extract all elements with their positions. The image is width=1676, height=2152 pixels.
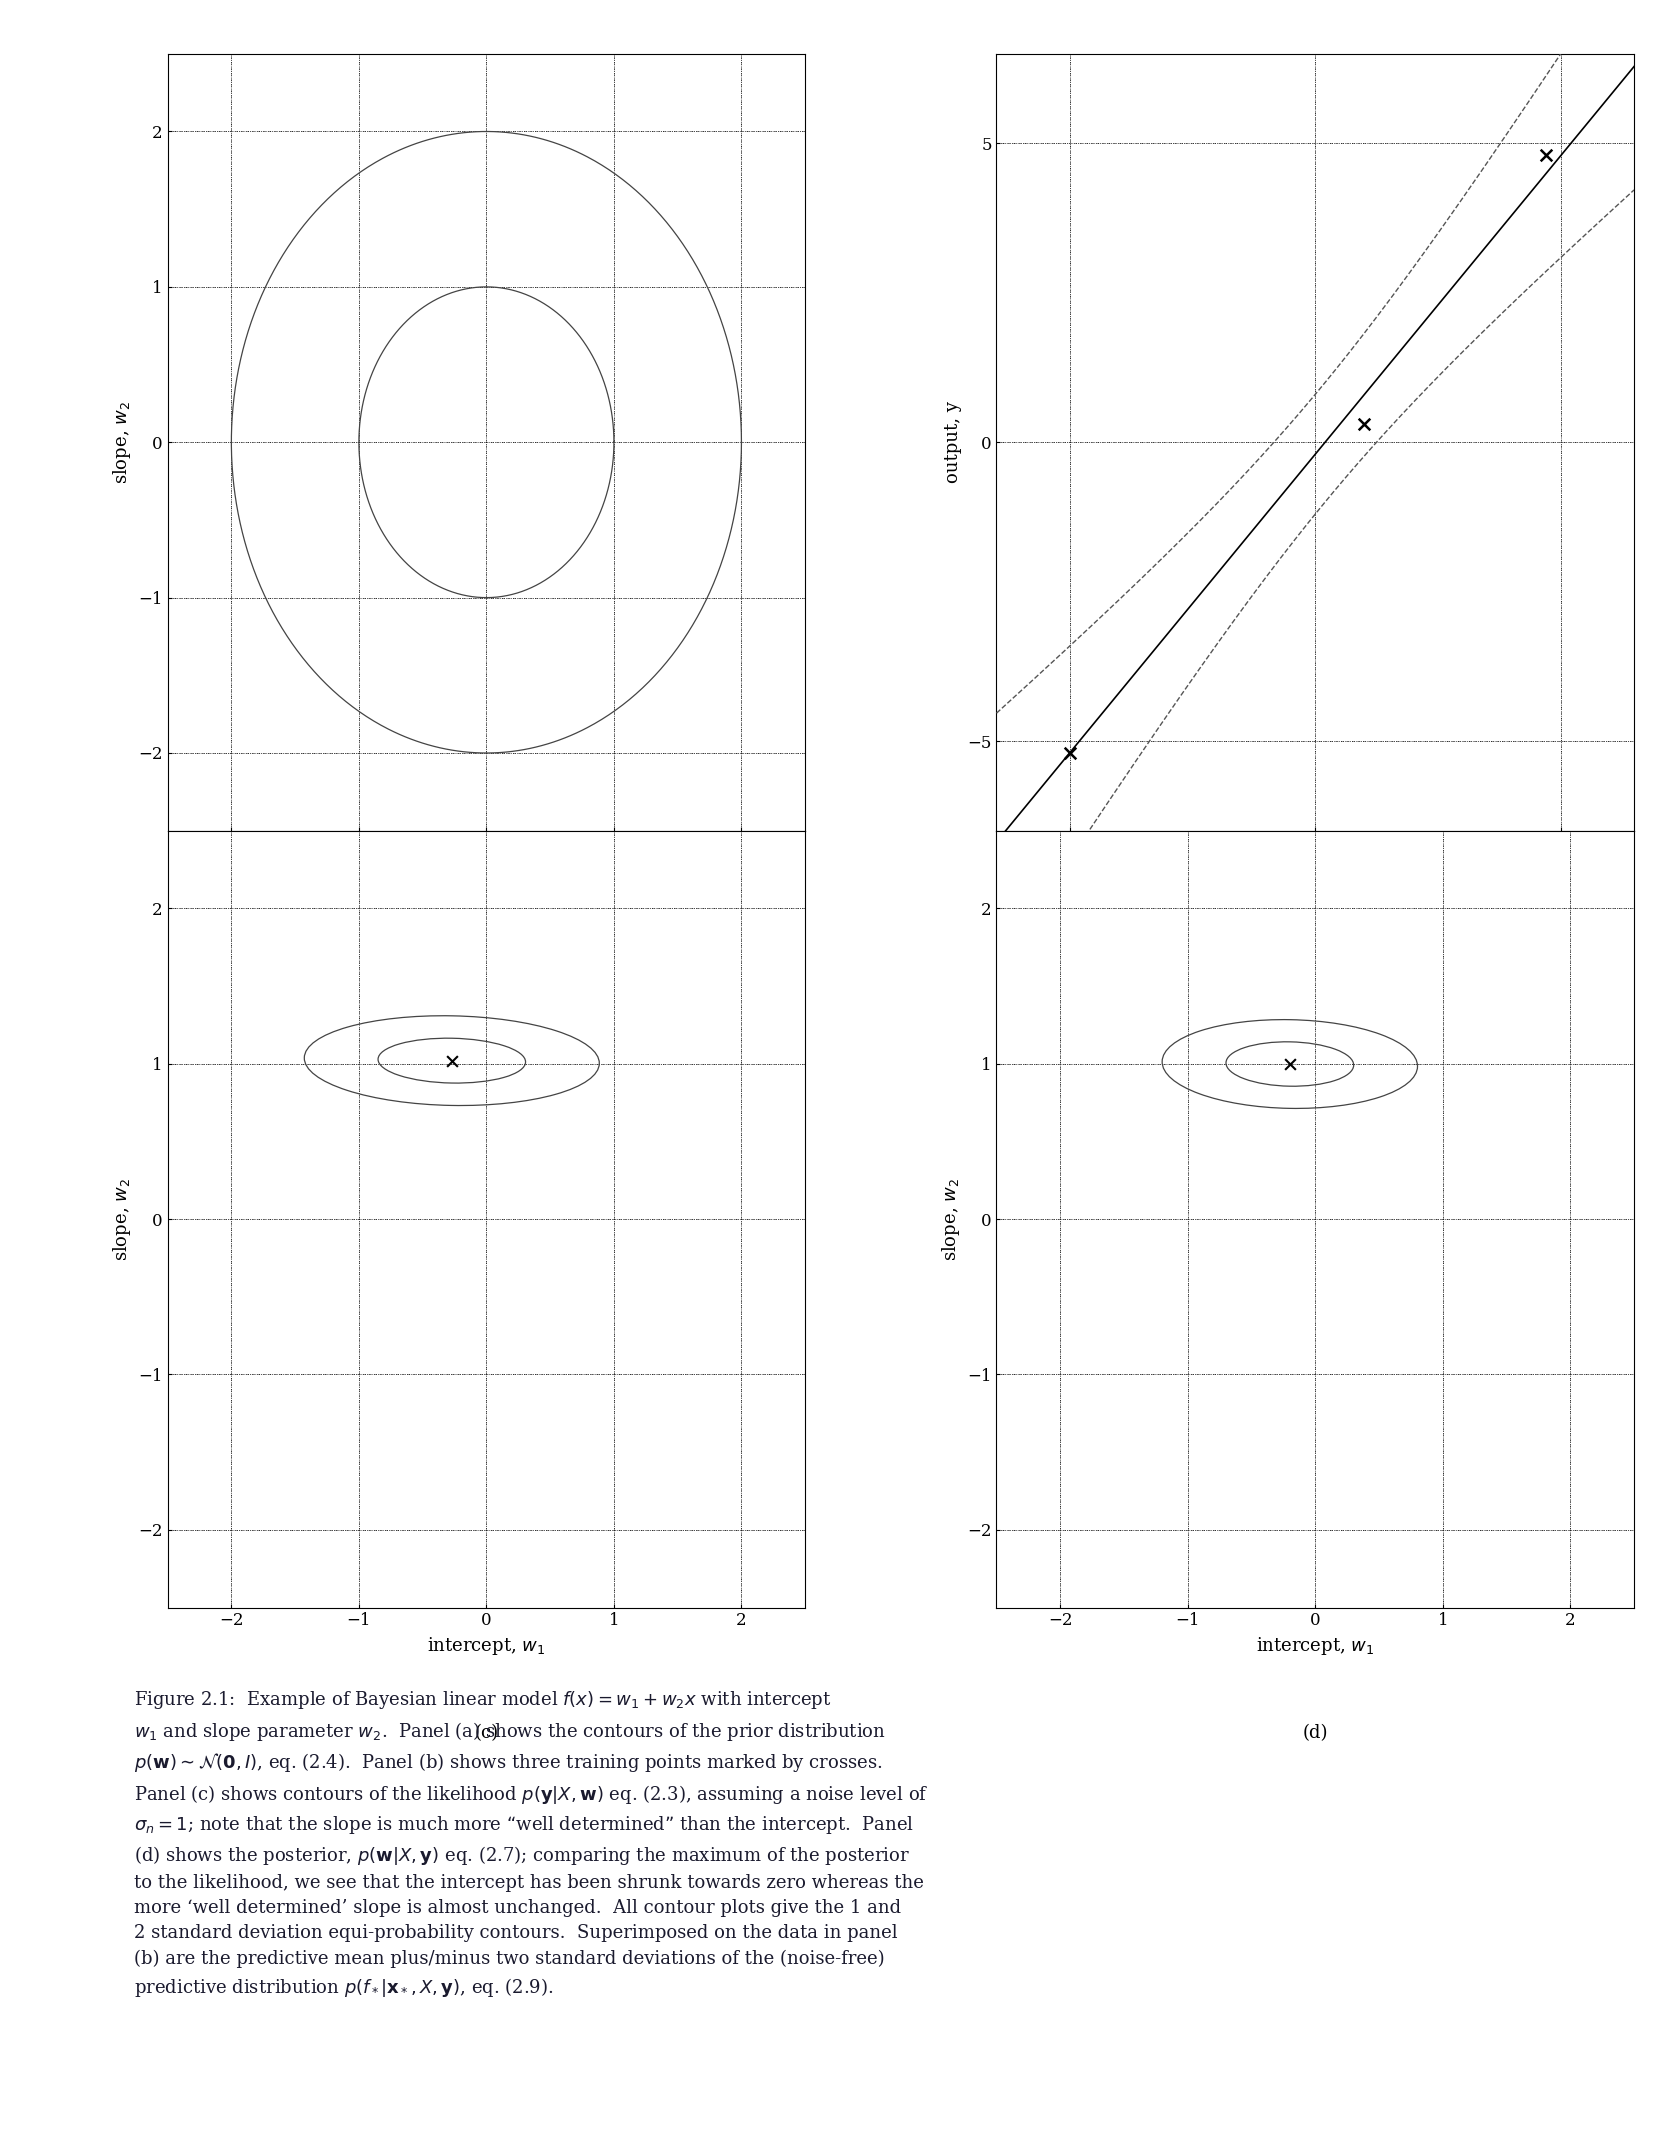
Text: (b): (b) <box>1302 971 1327 988</box>
Text: (a): (a) <box>474 971 499 988</box>
Point <box>1277 1046 1304 1080</box>
X-axis label: intercept, $w_1$: intercept, $w_1$ <box>427 859 546 880</box>
Point <box>1056 736 1083 770</box>
X-axis label: input, x: input, x <box>1280 859 1351 876</box>
Y-axis label: slope, $w_2$: slope, $w_2$ <box>111 400 132 484</box>
Y-axis label: slope, $w_2$: slope, $w_2$ <box>940 1177 962 1261</box>
Text: Figure 2.1:  Example of Bayesian linear model $f(x) = w_1 + w_2 x$ with intercep: Figure 2.1: Example of Bayesian linear m… <box>134 1689 929 1999</box>
Y-axis label: output, y: output, y <box>944 400 962 484</box>
Y-axis label: slope, $w_2$: slope, $w_2$ <box>111 1177 132 1261</box>
X-axis label: intercept, $w_1$: intercept, $w_1$ <box>427 1636 546 1657</box>
Point <box>1351 407 1378 441</box>
X-axis label: intercept, $w_1$: intercept, $w_1$ <box>1255 1636 1374 1657</box>
Text: (c): (c) <box>474 1724 498 1743</box>
Text: (d): (d) <box>1302 1724 1327 1743</box>
Point <box>439 1044 466 1078</box>
Point <box>1532 138 1559 172</box>
